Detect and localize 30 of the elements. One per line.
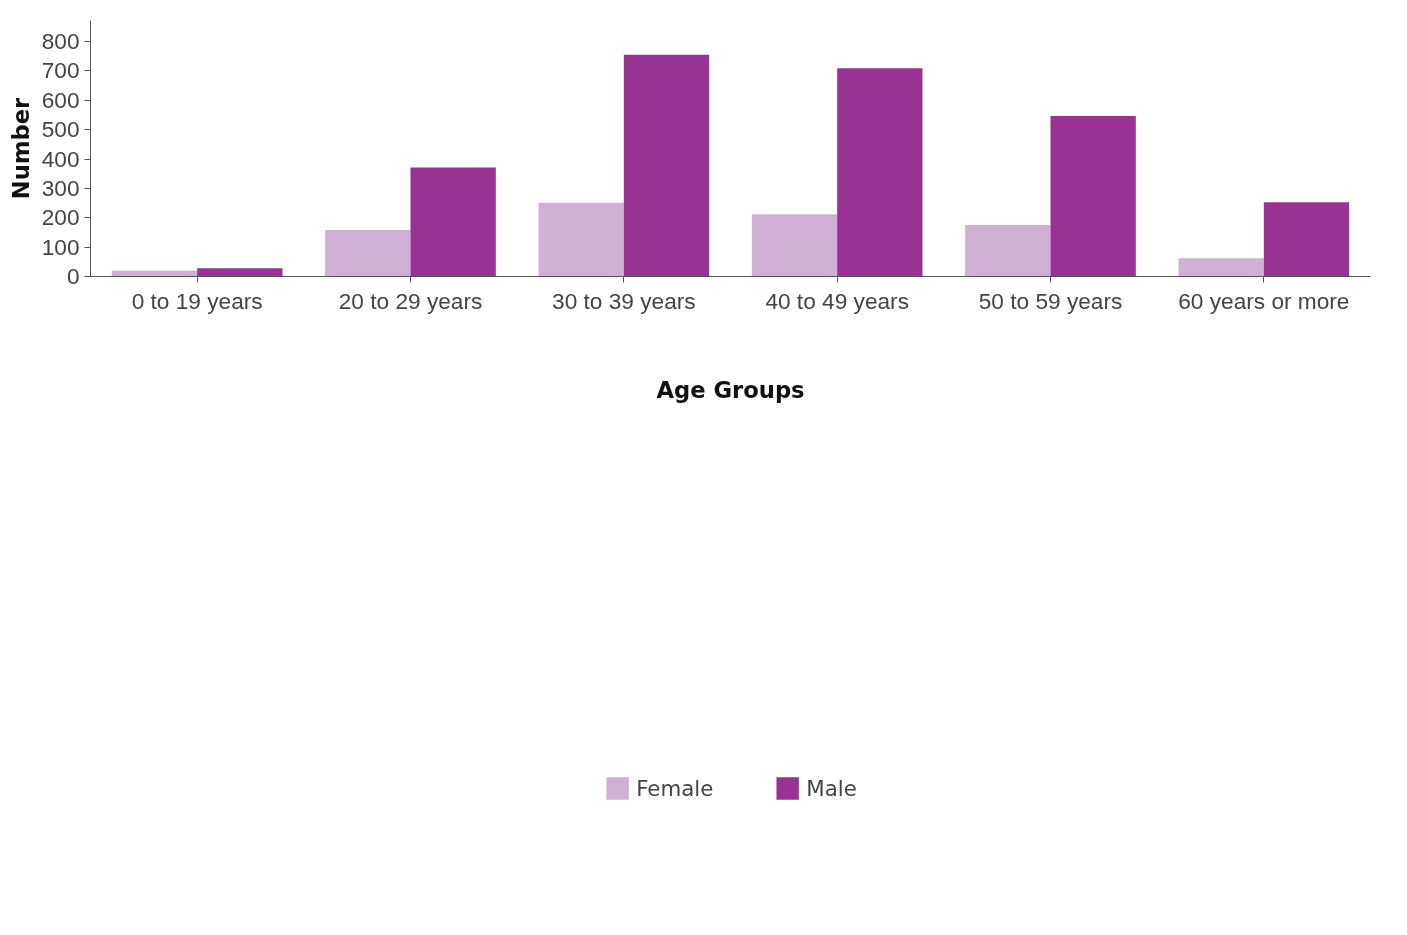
x-tick-label: 40 to 49 years: [765, 287, 909, 314]
bar: [325, 230, 411, 277]
y-tick-label: 500: [41, 116, 80, 143]
bar: [1178, 258, 1264, 277]
y-tick-label: 300: [41, 174, 80, 201]
bar: [837, 68, 923, 277]
legend-label: Male: [806, 775, 857, 801]
bar: [1263, 202, 1350, 277]
x-tick-label: 0 to 19 years: [131, 287, 263, 314]
bar: [965, 225, 1051, 277]
y-tick-label: 700: [41, 57, 80, 84]
y-axis-title: Number: [7, 96, 34, 200]
bar: [538, 202, 624, 277]
y-tick-label: 200: [41, 204, 80, 231]
x-axis-title: Age Groups: [656, 376, 805, 403]
x-tick-label: 50 to 59 years: [978, 287, 1123, 314]
bar: [623, 54, 710, 277]
y-tick-label: 0: [66, 263, 80, 289]
bar: [751, 214, 838, 277]
y-tick-label: 800: [41, 28, 80, 55]
x-tick-label: 30 to 39 years: [552, 287, 696, 314]
y-tick-label: 600: [41, 86, 80, 113]
x-tick-label: 60 years or more: [1178, 287, 1350, 314]
bar: [410, 167, 496, 277]
y-tick-label: 400: [41, 145, 80, 172]
y-tick-label: 100: [41, 233, 80, 260]
bar: [1050, 115, 1136, 277]
legend-label: Female: [636, 775, 714, 801]
x-tick-label: 20 to 29 years: [338, 287, 483, 314]
bar: [197, 268, 283, 277]
